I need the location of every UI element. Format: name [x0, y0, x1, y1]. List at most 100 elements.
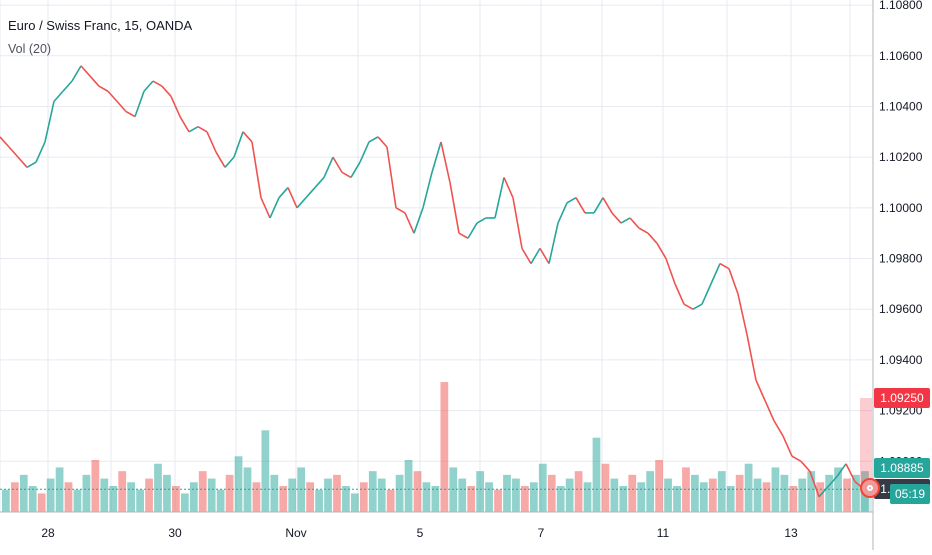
price-segment — [404, 212, 415, 234]
volume-bar — [234, 456, 243, 512]
price-tick-label: 1.09800 — [879, 252, 923, 266]
price-segment — [512, 197, 523, 249]
volume-bar — [324, 478, 332, 512]
price-segment — [746, 334, 757, 381]
price-segment — [791, 455, 802, 463]
volume-bar — [556, 486, 565, 512]
volume-bar — [100, 478, 109, 512]
price-segment — [188, 126, 199, 133]
price-segment — [719, 262, 730, 270]
price-segment — [710, 263, 721, 285]
price-segment — [332, 156, 343, 173]
volume-bar — [798, 478, 807, 512]
volume-bar — [726, 486, 735, 512]
price-segment — [278, 187, 289, 199]
price-segment — [260, 197, 271, 219]
price-segment — [206, 131, 217, 153]
volume-bar — [601, 463, 610, 512]
price-segment — [440, 141, 451, 183]
price-segment — [233, 131, 244, 158]
volume-bar — [699, 482, 708, 512]
price-segment — [35, 141, 46, 163]
price-segment — [134, 90, 145, 117]
volume-bar — [852, 474, 860, 512]
volume-bar — [538, 463, 547, 512]
time-tick-label: 7 — [538, 526, 545, 540]
time-tick-label: 11 — [657, 526, 670, 540]
volume-bar — [449, 467, 458, 512]
volume-bar — [216, 489, 225, 512]
volume-bar — [225, 474, 234, 512]
volume-bar — [82, 474, 91, 512]
volume-bar — [342, 486, 350, 512]
volume-bars — [2, 382, 869, 512]
volume-bar — [655, 460, 663, 512]
price-segment — [629, 217, 640, 229]
volume-bar — [10, 482, 19, 512]
volume-bar — [350, 493, 359, 512]
volume-bar — [807, 471, 816, 512]
volume-bar — [780, 474, 789, 512]
volume-bar — [592, 437, 601, 512]
price-segment — [323, 156, 334, 178]
price-segment — [17, 156, 28, 168]
volume-bar — [825, 474, 834, 512]
price-segment — [557, 202, 568, 224]
price-segment — [467, 222, 478, 239]
volume-bar — [610, 478, 619, 512]
alert-zone — [860, 397, 872, 490]
price-segment — [386, 146, 397, 208]
price-segment — [728, 268, 739, 295]
volume-bar — [673, 486, 681, 512]
volume-bar — [789, 486, 798, 512]
volume-bar — [368, 471, 377, 512]
chart-title: Euro / Swiss Franc, 15, OANDA — [8, 18, 193, 33]
volume-bar — [180, 493, 189, 512]
volume-bar — [288, 478, 297, 512]
volume-bar — [494, 489, 502, 512]
time-tick-label: 30 — [168, 526, 182, 540]
alert-icon[interactable] — [860, 478, 880, 498]
time-tick-label: 28 — [41, 526, 55, 540]
volume-bar — [359, 482, 368, 512]
volume-bar — [816, 482, 825, 512]
volume-bar — [664, 478, 672, 512]
price-segment — [683, 303, 694, 310]
price-segment — [818, 486, 829, 498]
time-tick-label: 5 — [417, 526, 424, 540]
price-segment — [116, 100, 127, 113]
price-segment — [575, 197, 586, 214]
volume-bar — [628, 474, 637, 512]
price-segment — [827, 475, 838, 488]
volume-bar — [252, 482, 261, 512]
price-segment — [350, 161, 361, 178]
price-segment — [0, 136, 10, 148]
volume-bar — [109, 486, 118, 512]
price-segment — [341, 171, 352, 179]
volume-bar — [145, 478, 153, 512]
volume-bar — [565, 478, 574, 512]
volume-bar — [28, 486, 37, 512]
price-segment — [692, 303, 703, 310]
price-segment — [476, 217, 487, 224]
price-segment — [701, 283, 712, 305]
volume-bar — [127, 482, 136, 512]
volume-bar — [413, 471, 422, 512]
volume-bar — [547, 474, 556, 512]
price-segment — [170, 95, 181, 117]
price-tick-label: 1.09600 — [879, 302, 923, 316]
volume-bar — [297, 467, 306, 512]
volume-bar — [431, 486, 440, 512]
price-segment — [62, 80, 73, 92]
volume-bar — [717, 471, 726, 512]
volume-bar — [467, 486, 476, 512]
volume-bar — [691, 474, 699, 512]
price-segment — [44, 101, 55, 143]
volume-bar — [458, 478, 467, 512]
alert-price-tag[interactable]: 1.09250 — [874, 387, 930, 408]
volume-bar — [136, 489, 144, 512]
price-segment — [395, 207, 406, 214]
